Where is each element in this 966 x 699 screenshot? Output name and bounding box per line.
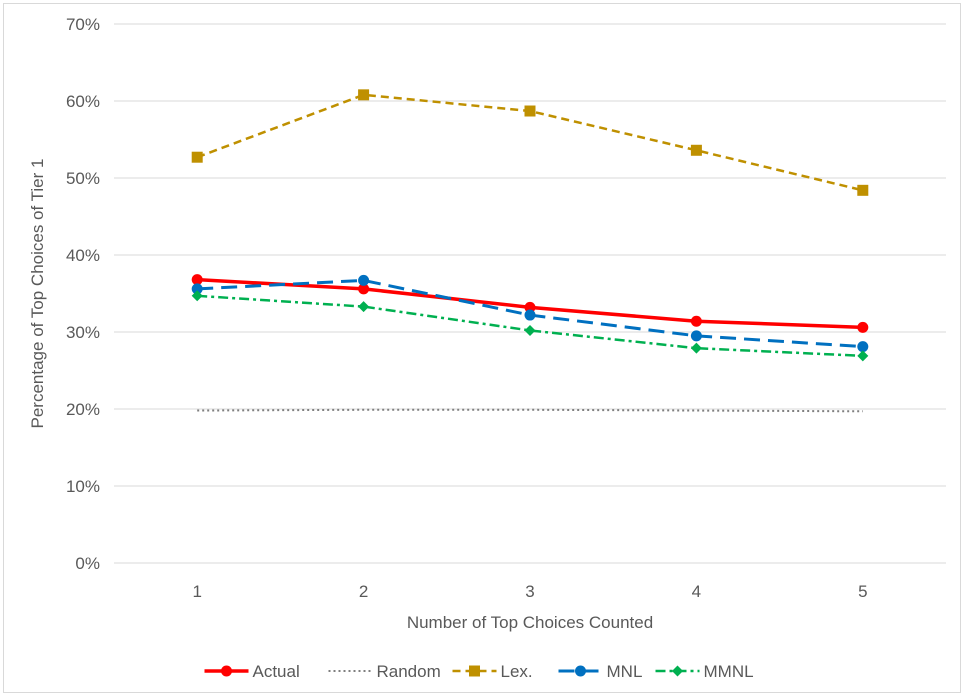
y-tick-label: 10% <box>66 477 100 496</box>
data-point <box>524 324 536 336</box>
data-point <box>191 283 203 295</box>
series-mnl <box>191 274 869 353</box>
series-actual <box>191 274 869 333</box>
legend-item: Actual <box>204 662 300 681</box>
legend-label: Actual <box>253 662 300 681</box>
series-lex <box>191 89 869 196</box>
data-point <box>358 274 370 286</box>
x-tick-label: 2 <box>359 582 368 601</box>
x-axis-tick-labels: 1 2 3 4 5 <box>192 582 867 601</box>
y-tick-label: 0% <box>75 554 100 573</box>
gridlines <box>114 23 946 564</box>
data-point <box>358 89 370 101</box>
y-tick-label: 40% <box>66 246 100 265</box>
data-point <box>690 330 702 342</box>
x-tick-label: 5 <box>858 582 867 601</box>
legend-marker <box>672 665 683 677</box>
data-point <box>524 301 536 313</box>
data-point <box>690 144 702 156</box>
data-point <box>524 105 536 117</box>
legend-marker <box>221 665 232 677</box>
chart-frame: 0% 10% 20% 30% 40% 50% 60% 70% 1 2 3 4 5 Percentage… <box>3 3 961 693</box>
x-tick-label: 3 <box>525 582 534 601</box>
series-line <box>197 294 863 358</box>
data-point <box>857 350 869 362</box>
data-point <box>524 309 536 321</box>
y-axis-title: Percentage of Top Choices of Tier 1 <box>28 159 47 429</box>
legend-marker <box>575 665 586 677</box>
x-axis-title: Number of Top Choices Counted <box>407 613 653 632</box>
series-line <box>197 408 863 413</box>
data-point <box>857 321 869 333</box>
legend-item: MNL <box>558 662 643 681</box>
data-point <box>690 315 702 327</box>
legend-marker <box>469 665 480 677</box>
data-point <box>690 342 702 354</box>
line-chart: 0% 10% 20% 30% 40% 50% 60% 70% 1 2 3 4 5 Percentage… <box>28 15 946 681</box>
legend-label: Lex. <box>501 662 533 681</box>
data-point <box>358 301 370 313</box>
series-random <box>197 408 863 413</box>
data-point <box>857 184 869 196</box>
legend-label: MNL <box>607 662 643 681</box>
data-point <box>191 290 203 302</box>
y-tick-label: 30% <box>66 323 100 342</box>
legend: Actual Random Lex. MNL MMNL <box>204 662 754 681</box>
data-point <box>191 151 203 163</box>
y-tick-label: 60% <box>66 92 100 111</box>
x-tick-label: 1 <box>192 582 201 601</box>
legend-item: Random <box>328 662 441 681</box>
legend-label: MMNL <box>704 662 754 681</box>
y-tick-label: 20% <box>66 400 100 419</box>
y-tick-label: 70% <box>66 15 100 34</box>
legend-label: Random <box>377 662 441 681</box>
data-point <box>358 283 370 295</box>
legend-item: Lex. <box>452 662 533 681</box>
y-axis-tick-labels: 0% 10% 20% 30% 40% 50% 60% 70% <box>66 15 100 573</box>
data-point <box>191 274 203 286</box>
x-tick-label: 4 <box>692 582 701 601</box>
series-lines <box>191 89 869 413</box>
series-mmnl <box>191 290 869 362</box>
legend-item: MMNL <box>655 662 754 681</box>
y-tick-label: 50% <box>66 169 100 188</box>
data-point <box>857 341 869 353</box>
